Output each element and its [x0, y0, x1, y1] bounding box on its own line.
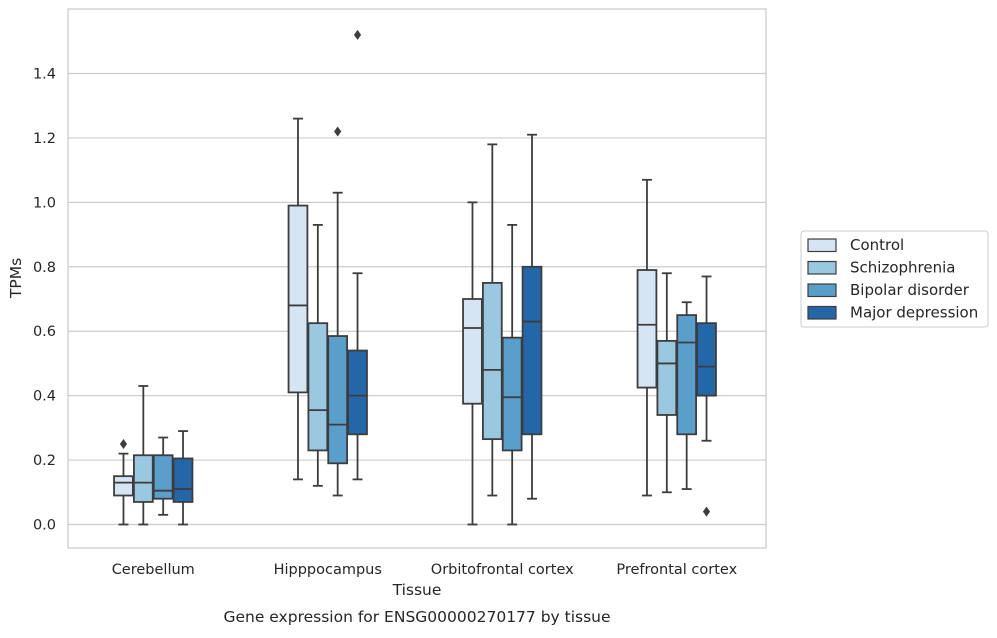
outlier-point: [119, 438, 128, 449]
box-mark: [347, 29, 368, 481]
box-iqr: [482, 281, 503, 441]
box-mark: [676, 301, 697, 490]
y-axis-label: TPMs: [7, 258, 25, 299]
x-tick-label: Orbitofrontal cortex: [431, 562, 574, 578]
legend-item: Control: [807, 236, 904, 254]
y-axis-ticks: 0.0 0.2 0.4 0.6 0.8 1.0 1.2 1.4: [33, 67, 56, 534]
box-mark: [696, 275, 717, 517]
legend-swatch: [807, 305, 837, 320]
y-tick-label: 0.2: [33, 453, 56, 469]
box-mark: [287, 117, 309, 481]
x-tick-label: Prefrontal cortex: [616, 562, 737, 578]
legend-item: Bipolar disorder: [807, 281, 970, 299]
box-mark: [501, 224, 523, 526]
box-mark: [133, 385, 154, 526]
box-iqr: [636, 269, 658, 389]
box-iqr: [462, 298, 483, 405]
series-major-depression: [172, 29, 717, 526]
y-tick-label: 1.0: [33, 195, 56, 211]
legend-swatch: [807, 238, 837, 253]
y-tick-label: 1.2: [33, 131, 56, 147]
box-mark: [482, 143, 503, 497]
series-bipolar-disorder: [152, 126, 697, 526]
outlier-point: [334, 126, 342, 137]
box-mark: [656, 272, 678, 494]
legend-label: Major depression: [850, 304, 978, 322]
legend-items: Control Schizophrenia Bipolar disorder Majo…: [807, 236, 978, 322]
box-iqr: [152, 454, 174, 500]
x-axis-ticks: Cerebellum Hipppocampus Orbitofrontal cort…: [112, 562, 738, 578]
box-iqr: [347, 349, 368, 436]
series-control: [113, 117, 658, 526]
series-schizophrenia: [133, 143, 678, 526]
legend-item: Major depression: [807, 304, 978, 322]
legend-label: Bipolar disorder: [850, 281, 970, 299]
box-iqr: [172, 457, 194, 503]
legend-swatch: [807, 260, 837, 275]
box-iqr: [327, 335, 348, 465]
box-mark: [113, 438, 134, 526]
outlier-point: [353, 29, 362, 40]
y-tick-label: 0.8: [33, 260, 56, 276]
box-mark: [152, 436, 174, 516]
legend: Control Schizophrenia Bipolar disorder Majo…: [800, 230, 989, 328]
box-mark: [327, 126, 348, 497]
box-iqr: [307, 322, 329, 452]
outlier-point: [702, 506, 711, 517]
x-axis-label: Tissue: [392, 581, 442, 599]
legend-swatch: [807, 283, 837, 298]
box-series: [113, 29, 717, 526]
box-iqr: [676, 314, 697, 436]
chart-caption: Gene expression for ENSG00000270177 by t…: [223, 608, 610, 626]
box-iqr: [287, 204, 309, 394]
legend-frame: [800, 230, 989, 328]
y-tick-label: 0.4: [33, 389, 56, 405]
box-mark: [307, 224, 329, 487]
box-iqr: [501, 336, 523, 452]
legend-item: Schizophrenia: [807, 259, 955, 277]
box-mark: [636, 178, 658, 497]
box-iqr: [696, 322, 717, 397]
x-tick-label: Cerebellum: [112, 562, 195, 578]
box-iqr: [656, 339, 678, 416]
plot-frame: [67, 8, 767, 549]
box-mark: [172, 430, 194, 526]
y-tick-label: 1.4: [33, 67, 56, 83]
box-iqr: [133, 454, 154, 503]
y-tick-label: 0.6: [33, 324, 56, 340]
box-iqr: [113, 475, 134, 497]
x-tick-label: Hipppocampus: [274, 562, 382, 578]
box-mark: [521, 133, 543, 500]
legend-label: Control: [850, 236, 904, 254]
box-iqr: [521, 265, 543, 436]
box-mark: [462, 201, 483, 526]
y-tick-label: 0.0: [33, 518, 56, 534]
legend-label: Schizophrenia: [850, 259, 955, 277]
